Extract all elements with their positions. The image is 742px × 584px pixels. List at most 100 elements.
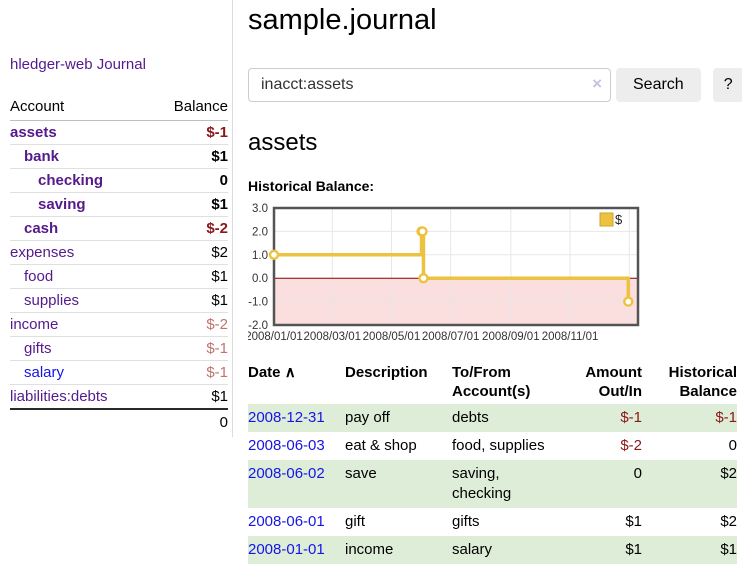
- sort-asc-icon: ∧: [284, 364, 296, 381]
- accounts-total-row: 0: [10, 408, 228, 434]
- account-row: liabilities:debts $1: [10, 384, 228, 410]
- svg-text:2008/07/01: 2008/07/01: [422, 331, 480, 343]
- account-link[interactable]: liabilities:debts: [10, 388, 108, 405]
- clear-icon[interactable]: ×: [592, 74, 602, 93]
- account-balance: $1: [150, 144, 228, 169]
- account-link[interactable]: cash: [24, 220, 59, 237]
- accounts-table: Account Balance assets $-1 bank $1 check…: [10, 94, 228, 434]
- sidebar-item-journal[interactable]: Journal: [96, 56, 146, 73]
- transaction-description: save: [345, 465, 377, 482]
- svg-text:3.0: 3.0: [252, 203, 268, 215]
- account-row: income $-2: [10, 312, 228, 337]
- transaction-amount: $-1: [620, 409, 642, 426]
- page-title: sample.journal: [248, 4, 437, 36]
- account-row: saving $1: [10, 192, 228, 217]
- transaction-amount: $-2: [620, 437, 642, 454]
- account-balance: $-1: [150, 336, 228, 361]
- transaction-accounts: salary: [452, 541, 493, 558]
- accounts-total-value: 0: [150, 408, 228, 434]
- transaction-accounts: debts: [452, 409, 489, 426]
- sidebar: hledger-web Journal Account Balance asse…: [0, 0, 233, 437]
- search-form: × Search ?: [248, 68, 742, 102]
- transaction-balance: 0: [728, 437, 737, 454]
- svg-text:2008/03/01: 2008/03/01: [303, 331, 361, 343]
- legend-label: $: [615, 212, 623, 227]
- transaction-accounts: food, supplies: [452, 437, 545, 454]
- main-panel: sample.journal × Search ? assets Histori…: [233, 0, 742, 584]
- transaction-date-link[interactable]: 2008-01-01: [248, 541, 325, 558]
- svg-text:-1.0: -1.0: [248, 297, 268, 309]
- svg-text:1.0: 1.0: [252, 250, 268, 262]
- transaction-description: income: [345, 541, 394, 558]
- account-balance: $1: [150, 384, 228, 410]
- transaction-description: gift: [345, 513, 366, 530]
- transaction-row: 2008-06-01 gift gifts $1 $2: [248, 508, 737, 536]
- account-link[interactable]: salary: [24, 364, 65, 381]
- col-header-date[interactable]: Date ∧: [248, 364, 296, 381]
- transaction-row: 2008-06-03 eat & shop food, supplies $-2…: [248, 432, 737, 460]
- legend-swatch: [599, 212, 614, 227]
- help-button[interactable]: ?: [712, 68, 742, 102]
- account-row: supplies $1: [10, 288, 228, 313]
- account-link[interactable]: gifts: [24, 340, 52, 357]
- transaction-date-link[interactable]: 2008-12-31: [248, 409, 325, 426]
- col-header-balance: Historical Balance: [668, 364, 737, 400]
- account-balance: $1: [150, 264, 228, 289]
- accounts-table-header-row: Account Balance: [10, 94, 228, 121]
- transaction-row: 2008-12-31 pay off debts $-1 $-1: [248, 404, 737, 432]
- col-header-accounts: To/From Account(s): [452, 364, 531, 400]
- account-row: gifts $-1: [10, 336, 228, 361]
- transactions-table-body: 2008-12-31 pay off debts $-1 $-1 2008-06…: [248, 404, 737, 564]
- account-row: expenses $2: [10, 240, 228, 265]
- chart-container: $3.0 2.0 1.0 0.0 -1.0 -2.0 2008/01/01 2008/03/0…: [248, 201, 742, 345]
- transaction-date-link[interactable]: 2008-06-03: [248, 437, 325, 454]
- transaction-description: pay off: [345, 409, 390, 426]
- transaction-accounts: saving, checking: [452, 465, 512, 502]
- account-link[interactable]: bank: [24, 148, 60, 165]
- svg-text:2.0: 2.0: [252, 226, 268, 238]
- brand-link[interactable]: hledger-web: [10, 56, 93, 73]
- account-balance: $-2: [150, 312, 228, 337]
- account-balance: $-2: [150, 216, 228, 241]
- account-link[interactable]: expenses: [10, 244, 75, 261]
- accounts-header-account: Account: [10, 94, 151, 121]
- transaction-amount: $1: [625, 541, 642, 558]
- account-balance: 0: [150, 168, 228, 193]
- accounts-header-balance: Balance: [150, 94, 228, 121]
- transactions-table: Date ∧ Description To/From Account(s) Am…: [248, 360, 737, 564]
- transaction-balance: $1: [720, 541, 737, 558]
- accounts-table-body: assets $-1 bank $1 checking 0 saving $1 …: [10, 120, 228, 410]
- account-link[interactable]: food: [24, 268, 54, 285]
- account-row: assets $-1: [10, 120, 228, 145]
- account-link[interactable]: assets: [10, 124, 57, 141]
- account-balance: $2: [150, 240, 228, 265]
- account-link[interactable]: saving: [38, 196, 86, 213]
- col-header-amount: Amount Out/In: [585, 364, 642, 400]
- transaction-amount: $1: [625, 513, 642, 530]
- transaction-date-link[interactable]: 2008-06-02: [248, 465, 325, 482]
- svg-text:0.0: 0.0: [252, 273, 268, 285]
- svg-text:2008/05/01: 2008/05/01: [363, 331, 421, 343]
- account-row: salary $-1: [10, 360, 228, 385]
- search-input[interactable]: [248, 68, 611, 102]
- account-link[interactable]: checking: [38, 172, 104, 189]
- search-button[interactable]: Search: [616, 68, 701, 102]
- account-balance: $-1: [150, 360, 228, 385]
- svg-text:2008/09/01: 2008/09/01: [482, 331, 540, 343]
- accounts-total-spacer: [10, 408, 151, 434]
- account-balance: $1: [150, 192, 228, 217]
- svg-text:2008/01/01: 2008/01/01: [248, 331, 303, 343]
- account-link[interactable]: income: [10, 316, 59, 333]
- transaction-balance: $2: [720, 513, 737, 530]
- transaction-date-link[interactable]: 2008-06-01: [248, 513, 325, 530]
- transaction-row: 2008-01-01 income salary $1 $1: [248, 536, 737, 564]
- transaction-description: eat & shop: [345, 437, 417, 454]
- report-heading: assets: [248, 129, 318, 156]
- account-balance: $-1: [150, 120, 228, 145]
- account-row: checking 0: [10, 168, 228, 193]
- transaction-row: 2008-06-02 save saving, checking 0 $2: [248, 460, 737, 508]
- transaction-balance: $2: [720, 465, 737, 482]
- svg-text:-2.0: -2.0: [248, 320, 268, 332]
- account-link[interactable]: supplies: [24, 292, 80, 309]
